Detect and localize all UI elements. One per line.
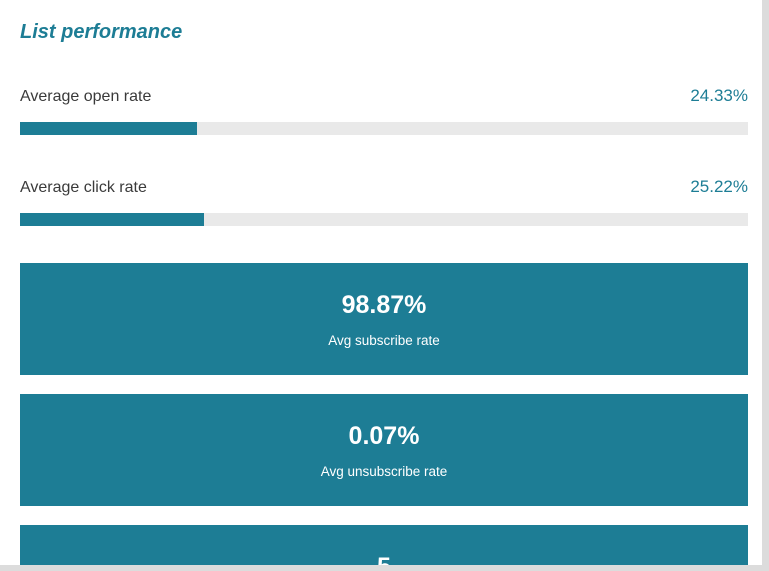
- open-rate-progress-track: [20, 122, 748, 135]
- open-rate-progress-fill: [20, 122, 198, 135]
- stat-box-unsubscribe-rate: 0.07% Avg unsubscribe rate: [20, 394, 748, 506]
- count-value: 5: [20, 553, 748, 565]
- stat-box-count: 5: [20, 525, 748, 565]
- click-rate-progress-fill: [20, 213, 204, 226]
- unsubscribe-rate-value: 0.07%: [348, 422, 420, 450]
- metric-row-open-rate: Average open rate 24.33%: [20, 86, 748, 108]
- stat-box-subscribe-rate: 98.87% Avg subscribe rate: [20, 263, 748, 375]
- panel-title: List performance: [20, 21, 183, 43]
- open-rate-label: Average open rate: [20, 88, 152, 105]
- unsubscribe-rate-label: Avg unsubscribe rate: [320, 464, 448, 479]
- subscribe-rate-label: Avg subscribe rate: [328, 333, 440, 348]
- open-rate-value: 24.33%: [690, 86, 748, 105]
- subscribe-rate-value: 98.87%: [341, 291, 427, 319]
- click-rate-value: 25.22%: [690, 177, 748, 196]
- click-rate-label: Average click rate: [20, 179, 147, 196]
- click-rate-progress-track: [20, 213, 748, 226]
- metric-row-click-rate: Average click rate 25.22%: [20, 177, 748, 199]
